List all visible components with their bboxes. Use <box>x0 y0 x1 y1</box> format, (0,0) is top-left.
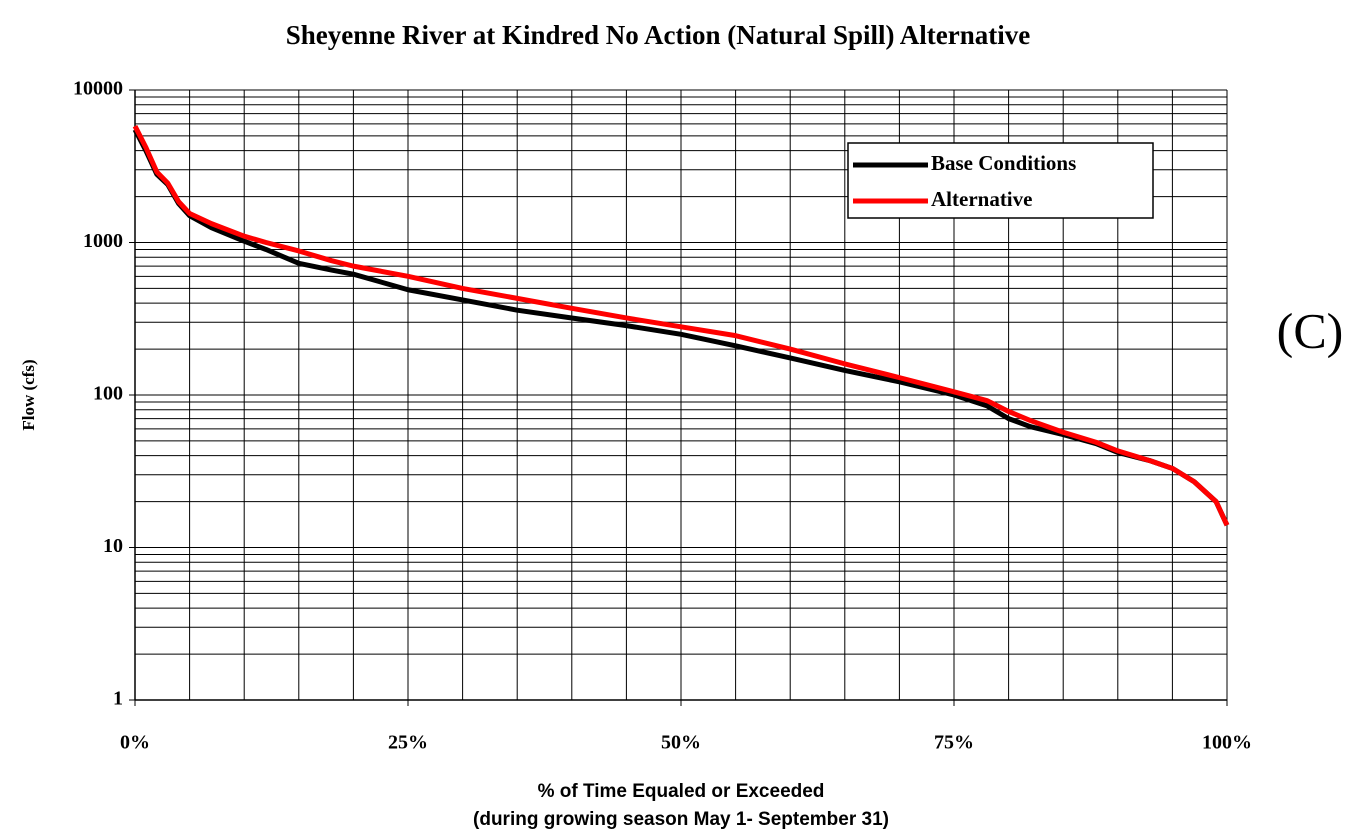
x-tick-label: 100% <box>1202 732 1252 754</box>
x-axis-label: (during growing season May 1- September … <box>473 809 889 830</box>
annotation: (C) <box>1277 302 1344 358</box>
y-tick-label: 1000 <box>83 230 123 252</box>
series-line <box>132 124 1230 527</box>
chart-title: Sheyenne River at Kindred No Action (Nat… <box>286 20 1031 50</box>
legend-label: Base Conditions <box>931 151 1076 175</box>
x-axis-label: % of Time Equaled or Exceeded <box>538 781 825 802</box>
legend-box <box>847 142 1154 219</box>
x-tick-label: 75% <box>934 732 974 754</box>
y-tick-label: 100 <box>93 383 123 405</box>
y-axis-label: Flow (cfs) <box>19 359 38 430</box>
y-tick-label: 1 <box>113 688 123 710</box>
x-tick-label: 0% <box>120 732 150 754</box>
y-tick-label: 10 <box>103 535 123 557</box>
legend-label: Alternative <box>931 187 1032 211</box>
y-tick-label: 10000 <box>73 78 123 100</box>
x-tick-label: 50% <box>661 732 701 754</box>
x-tick-label: 25% <box>388 732 428 754</box>
